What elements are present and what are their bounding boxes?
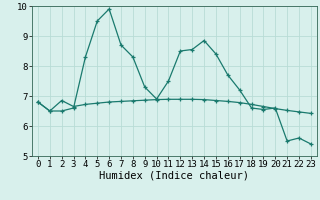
X-axis label: Humidex (Indice chaleur): Humidex (Indice chaleur) (100, 171, 249, 181)
